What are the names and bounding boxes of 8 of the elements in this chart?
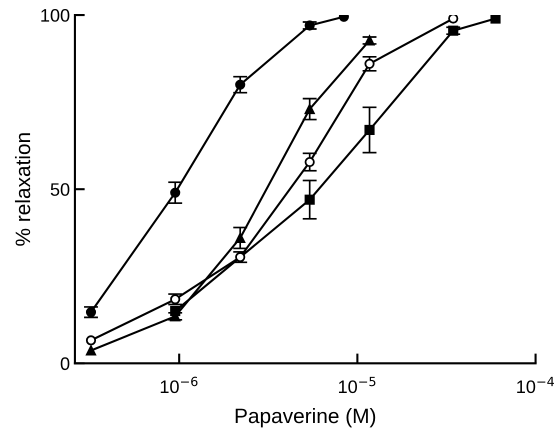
x-axis-title: Papaverine (M) [236,408,376,428]
x-tick-label: 10$^{−5}$ [338,376,376,394]
x-tick-label: 10$^{−4}$ [517,376,554,394]
y-tick-label: 0 [60,357,70,370]
x-tick-label: 10$^{−6}$ [160,376,198,394]
y-axis-title: % relaxation [14,133,30,246]
y-tick-label: 50 [50,183,70,196]
y-tick-label: 100 [41,8,70,22]
